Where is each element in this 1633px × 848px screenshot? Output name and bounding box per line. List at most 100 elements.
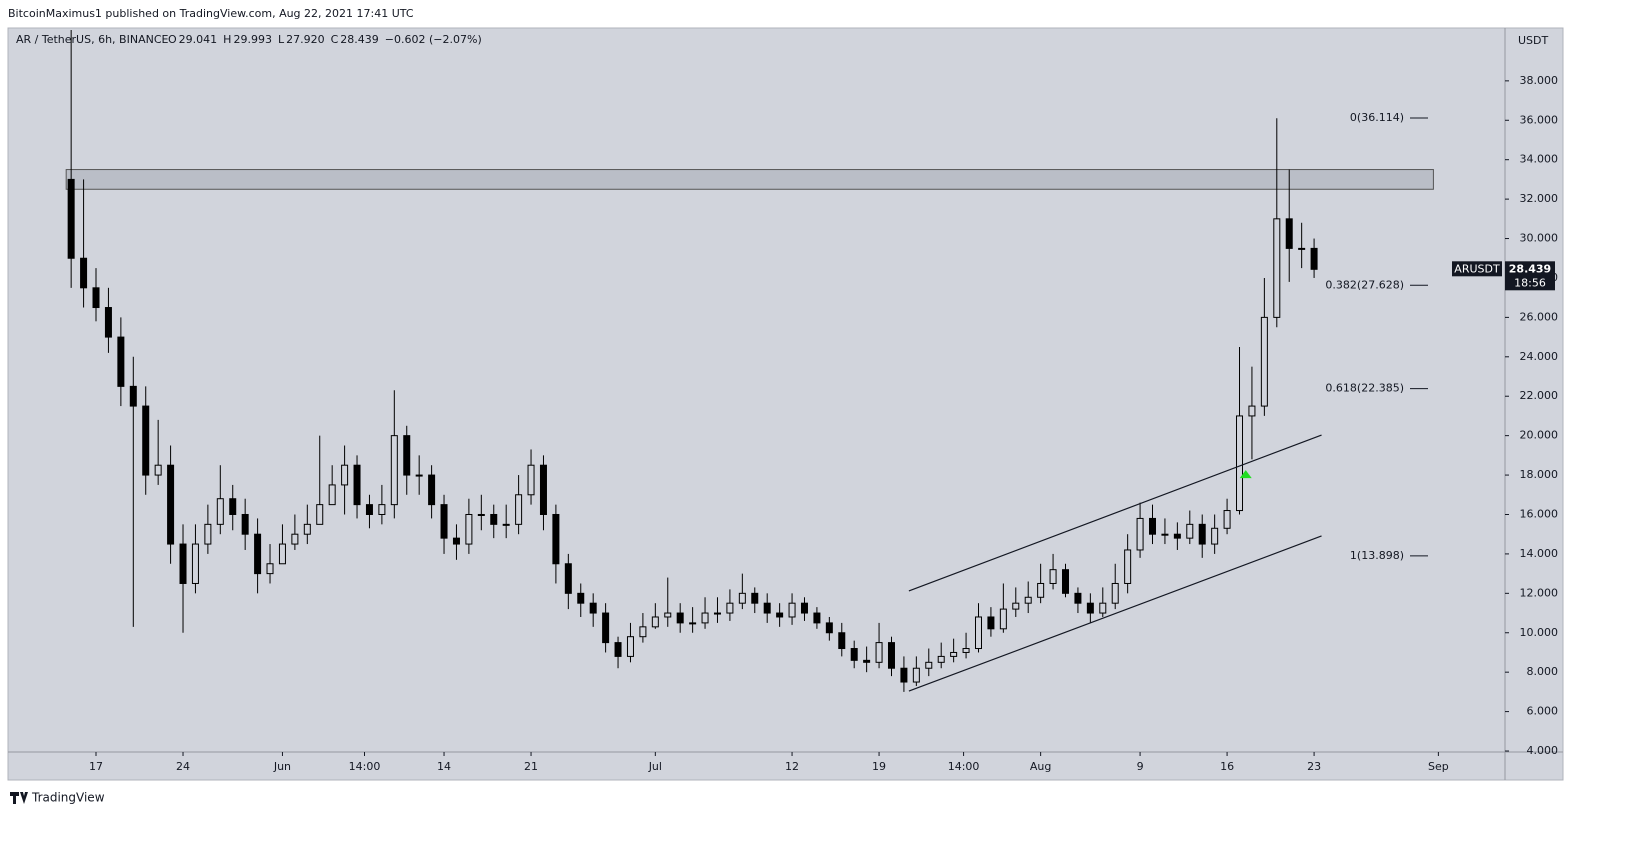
candle-body <box>900 667 908 683</box>
candle-body <box>887 642 895 669</box>
x-tick-label: 24 <box>176 760 190 773</box>
candle-body <box>216 498 224 525</box>
candle-body <box>154 464 162 476</box>
y-tick-label: 16.000 <box>1520 507 1559 520</box>
candle-body <box>1236 415 1244 512</box>
ohlc-value: 28.439 <box>340 33 379 46</box>
candle-body <box>1074 592 1082 604</box>
price-tag-text: 28.439 <box>1509 262 1551 275</box>
y-tick-label: 22.000 <box>1520 389 1559 402</box>
candle-body <box>589 602 597 614</box>
candle-body <box>452 537 460 545</box>
candle-body <box>713 612 721 615</box>
candle-body <box>502 523 510 526</box>
candle-body <box>1037 582 1045 598</box>
fib-label: 0(36.114) <box>1350 111 1404 124</box>
candle-body <box>1136 517 1144 551</box>
candle-body <box>1285 218 1293 249</box>
candle-body <box>1186 523 1194 539</box>
candle-body <box>191 543 199 584</box>
candle-body <box>465 513 473 545</box>
breakout-arrow <box>1239 470 1252 479</box>
candle-body <box>664 612 672 618</box>
fib-label: 1(13.898) <box>1350 549 1404 562</box>
published-line: BitcoinMaximus1 published on TradingView… <box>8 7 414 20</box>
candle-body <box>937 655 945 663</box>
candle-body <box>614 642 622 657</box>
x-tick-label: Jul <box>648 760 662 773</box>
candle-body <box>303 523 311 535</box>
candle-body <box>751 592 759 604</box>
x-tick-label: 14 <box>437 760 451 773</box>
candle-body <box>1012 602 1020 610</box>
candle-body <box>1086 602 1094 614</box>
x-tick-label: 12 <box>785 760 799 773</box>
candle-body <box>825 622 833 634</box>
x-tick-label: 19 <box>872 760 886 773</box>
candle-body <box>602 612 610 644</box>
x-tick-label: Aug <box>1030 760 1051 773</box>
candle-body <box>1260 316 1268 407</box>
candle-body <box>117 336 125 387</box>
x-tick-label: 16 <box>1220 760 1234 773</box>
candle-body <box>850 648 858 661</box>
candle-body <box>1149 517 1157 535</box>
candle-body <box>776 612 784 618</box>
candle-body <box>1024 596 1032 604</box>
y-tick-label: 12.000 <box>1520 586 1559 599</box>
candle-body <box>167 464 175 545</box>
candle-body <box>428 474 436 506</box>
candle-body <box>577 592 585 604</box>
candle-body <box>701 612 709 624</box>
candle-body <box>651 616 659 628</box>
candle-body <box>1099 602 1107 614</box>
candle-body <box>626 636 634 657</box>
y-tick-label: 4.000 <box>1527 744 1559 757</box>
x-tick-label: Jun <box>273 760 291 773</box>
candle-body <box>875 642 883 663</box>
candle-body <box>415 474 423 477</box>
y-tick-label: 18.000 <box>1520 468 1559 481</box>
candle-body <box>490 513 498 525</box>
candle-body <box>788 602 796 618</box>
x-tick-label: 17 <box>89 760 103 773</box>
candle-body <box>1223 510 1231 529</box>
candle-body <box>527 464 535 496</box>
candle-body <box>204 523 212 545</box>
candle-body <box>254 533 262 575</box>
candle-body <box>278 543 286 565</box>
candle-body <box>403 435 411 476</box>
candle-body <box>378 504 386 515</box>
y-tick-label: 30.000 <box>1520 232 1559 245</box>
candle-body <box>390 435 398 506</box>
candle-body <box>440 504 448 539</box>
ohlc-value: 27.920 <box>286 33 325 46</box>
candle-body <box>564 563 572 594</box>
x-tick-label: Sep <box>1428 760 1449 773</box>
candle-body <box>316 504 324 525</box>
candle-body <box>962 648 970 653</box>
candle-body <box>328 484 336 506</box>
resistance-zone <box>65 169 1434 190</box>
ohlc-key: L <box>278 33 285 46</box>
candle-body <box>142 405 150 476</box>
brand: TradingView <box>31 791 105 805</box>
fib-label: 0.618(22.385) <box>1325 382 1404 395</box>
y-tick-label: 10.000 <box>1520 626 1559 639</box>
candle-body <box>80 257 88 289</box>
price-tag <box>1505 261 1555 291</box>
x-tick-label: 14:00 <box>349 760 381 773</box>
candle-body <box>1111 582 1119 604</box>
candle-body <box>689 622 697 625</box>
ohlc-value: 29.041 <box>179 33 218 46</box>
candle-body <box>1248 405 1256 417</box>
candle-body <box>1061 569 1069 594</box>
candle-body <box>1049 569 1057 584</box>
candle-body <box>912 667 920 683</box>
symbol-tag-text: ARUSDT <box>1454 262 1500 275</box>
candle-body <box>676 612 684 624</box>
y-tick-label: 32.000 <box>1520 192 1559 205</box>
ohlc-key: H <box>223 33 231 46</box>
candle-body <box>266 563 274 575</box>
